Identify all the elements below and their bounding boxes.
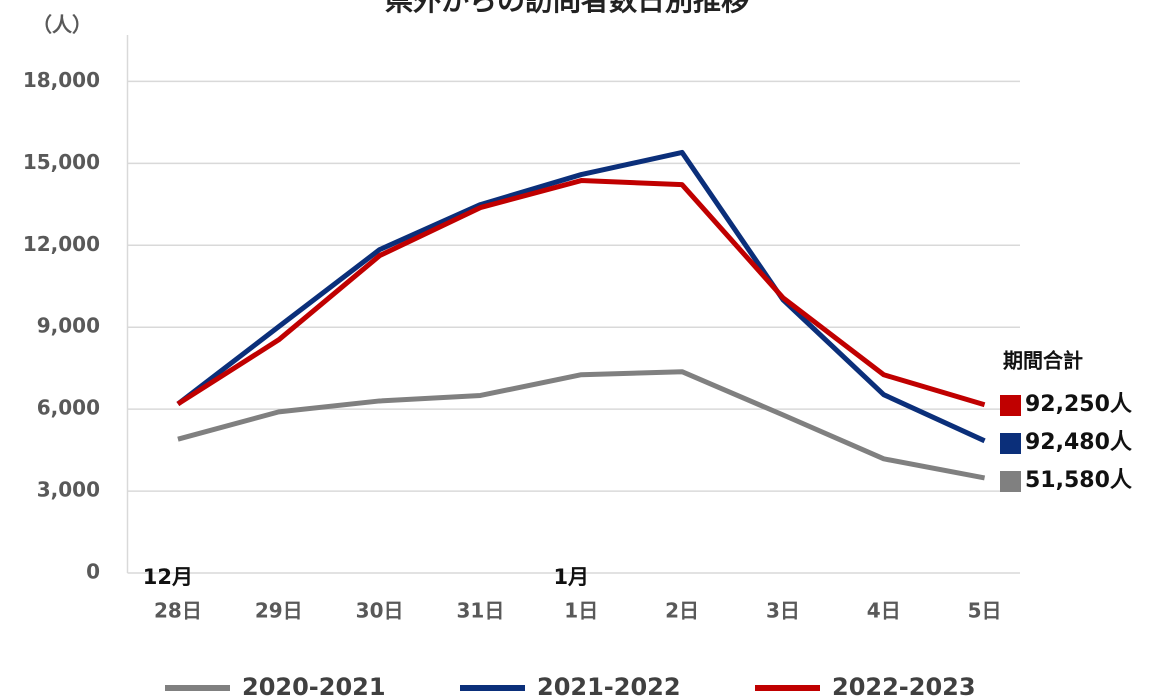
x-tick-label: 2日 — [665, 599, 699, 623]
y-unit: （人） — [32, 13, 92, 37]
total-swatch — [1000, 471, 1021, 492]
x-tick-label: 30日 — [356, 599, 404, 623]
month-label: 12月 — [143, 565, 193, 589]
total-label: 51,580人 — [1025, 468, 1132, 493]
legend-label: 2020-2021 — [242, 673, 386, 700]
y-tick-label: 0 — [86, 560, 100, 584]
y-tick-label: 15,000 — [23, 150, 100, 174]
y-tick-label: 12,000 — [23, 232, 100, 256]
x-tick-label: 3日 — [766, 599, 800, 623]
x-tick-label: 5日 — [968, 599, 1002, 623]
totals-title: 期間合計 — [1003, 349, 1083, 373]
series-line — [177, 369, 986, 481]
total-label: 92,480人 — [1025, 430, 1132, 455]
month-label: 1月 — [553, 565, 589, 589]
y-tick-label: 3,000 — [37, 478, 100, 502]
y-tick-label: 6,000 — [37, 396, 100, 420]
legend-label: 2022-2023 — [832, 673, 976, 700]
x-tick-label: 31日 — [456, 599, 504, 623]
x-tick-label: 29日 — [255, 599, 303, 623]
y-tick-label: 9,000 — [37, 314, 100, 338]
y-tick-label: 18,000 — [23, 68, 100, 92]
total-swatch — [1000, 395, 1021, 416]
total-swatch — [1000, 433, 1021, 454]
x-tick-label: 28日 — [154, 599, 202, 623]
total-label: 92,250人 — [1025, 392, 1132, 417]
series-line — [176, 149, 986, 444]
x-tick-label: 4日 — [867, 599, 901, 623]
series-line — [176, 178, 986, 408]
chart-title: 県外からの訪問者数日別推移 — [385, 0, 749, 17]
x-tick-label: 1日 — [564, 599, 598, 623]
legend-label: 2021-2022 — [537, 673, 681, 700]
